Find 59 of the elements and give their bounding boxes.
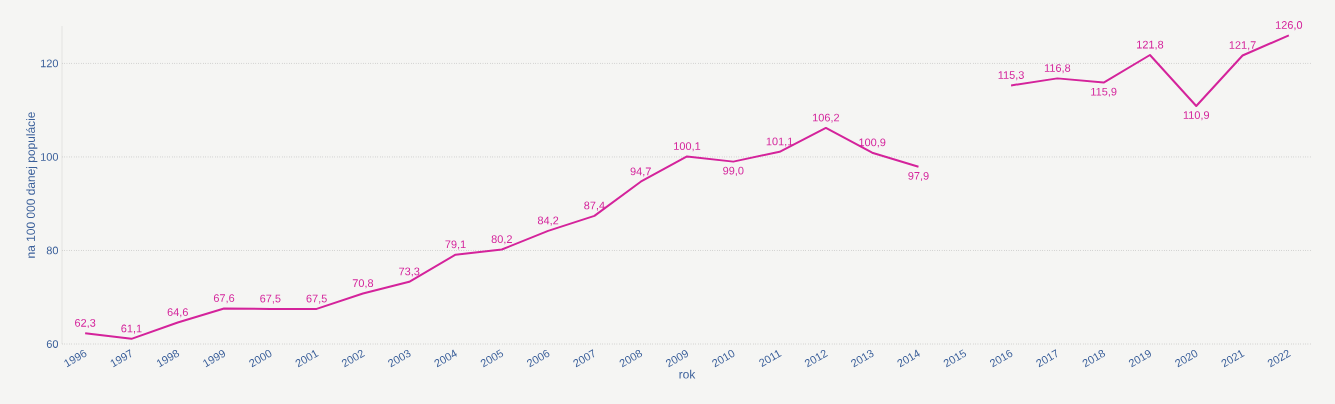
x-tick-label: 2018 <box>1082 349 1106 368</box>
x-tick-label: 2022 <box>1267 349 1291 368</box>
x-tick-label: 2015 <box>943 349 967 368</box>
data-label: 106,2 <box>813 113 840 123</box>
data-label: 79,1 <box>445 240 466 250</box>
data-label: 67,6 <box>213 294 235 304</box>
y-tick-label: 100 <box>41 153 59 161</box>
x-tick-label: 2005 <box>480 349 504 368</box>
data-label: 80,2 <box>491 235 512 245</box>
y-tick-label: 60 <box>46 340 59 348</box>
x-tick-label: 2012 <box>804 349 828 368</box>
data-label: 115,3 <box>998 71 1024 81</box>
x-tick-label: 2017 <box>1036 349 1058 368</box>
x-tick-label: 2010 <box>712 349 735 368</box>
data-label: 100,9 <box>859 138 886 148</box>
data-label: 87,4 <box>584 201 605 211</box>
data-label: 121,8 <box>1137 40 1164 50</box>
y-tick-label: 120 <box>41 59 59 68</box>
data-label: 115,9 <box>1091 87 1117 97</box>
x-tick-label: 2021 <box>1221 350 1245 368</box>
data-label: 67,5 <box>306 294 327 304</box>
x-tick-label: 2000 <box>249 349 272 368</box>
x-tick-label: 2020 <box>1175 349 1198 368</box>
x-tick-label: 2007 <box>573 349 595 368</box>
x-tick-label: 2003 <box>388 349 411 368</box>
data-label: 126,0 <box>1275 21 1303 31</box>
x-tick-label: 2001 <box>295 350 319 368</box>
x-tick-label: 2019 <box>1128 350 1151 368</box>
data-label: 121,7 <box>1229 41 1256 51</box>
x-tick-label: 2011 <box>759 350 782 367</box>
x-tick-label: 2009 <box>665 350 688 368</box>
x-tick-label: 2014 <box>897 349 920 368</box>
data-label: 94,7 <box>630 167 651 177</box>
data-label: 97,9 <box>908 171 929 182</box>
data-label: 116,8 <box>1044 64 1071 74</box>
data-label: 99,0 <box>723 166 744 176</box>
data-label: 70,8 <box>352 279 374 289</box>
y-axis-title: na 100 000 danej populácie <box>26 112 38 258</box>
data-label: 61,1 <box>121 324 142 334</box>
x-tick-label: 2016 <box>989 349 1013 368</box>
x-tick-label: 2006 <box>527 349 550 368</box>
data-label: 62,3 <box>75 319 96 329</box>
data-label: 73,3 <box>399 267 420 277</box>
y-tick-label: 80 <box>46 246 59 255</box>
data-label: 84,2 <box>537 216 559 226</box>
x-tick-label: 1997 <box>110 349 132 368</box>
data-label: 110,9 <box>1183 111 1210 121</box>
x-tick-label: 1996 <box>64 349 87 368</box>
data-label: 64,6 <box>167 308 188 318</box>
x-tick-label: 2004 <box>434 349 457 368</box>
x-tick-label: 2013 <box>851 349 874 368</box>
data-label: 101,1 <box>766 137 793 147</box>
x-tick-label: 1998 <box>156 349 180 368</box>
x-tick-label: 1999 <box>203 350 226 368</box>
x-tick-label: 2008 <box>619 349 643 368</box>
x-axis-title: rok <box>679 369 696 379</box>
data-label: 100,1 <box>674 142 701 152</box>
x-tick-label: 2002 <box>341 349 365 368</box>
data-label: 67,5 <box>260 294 281 304</box>
